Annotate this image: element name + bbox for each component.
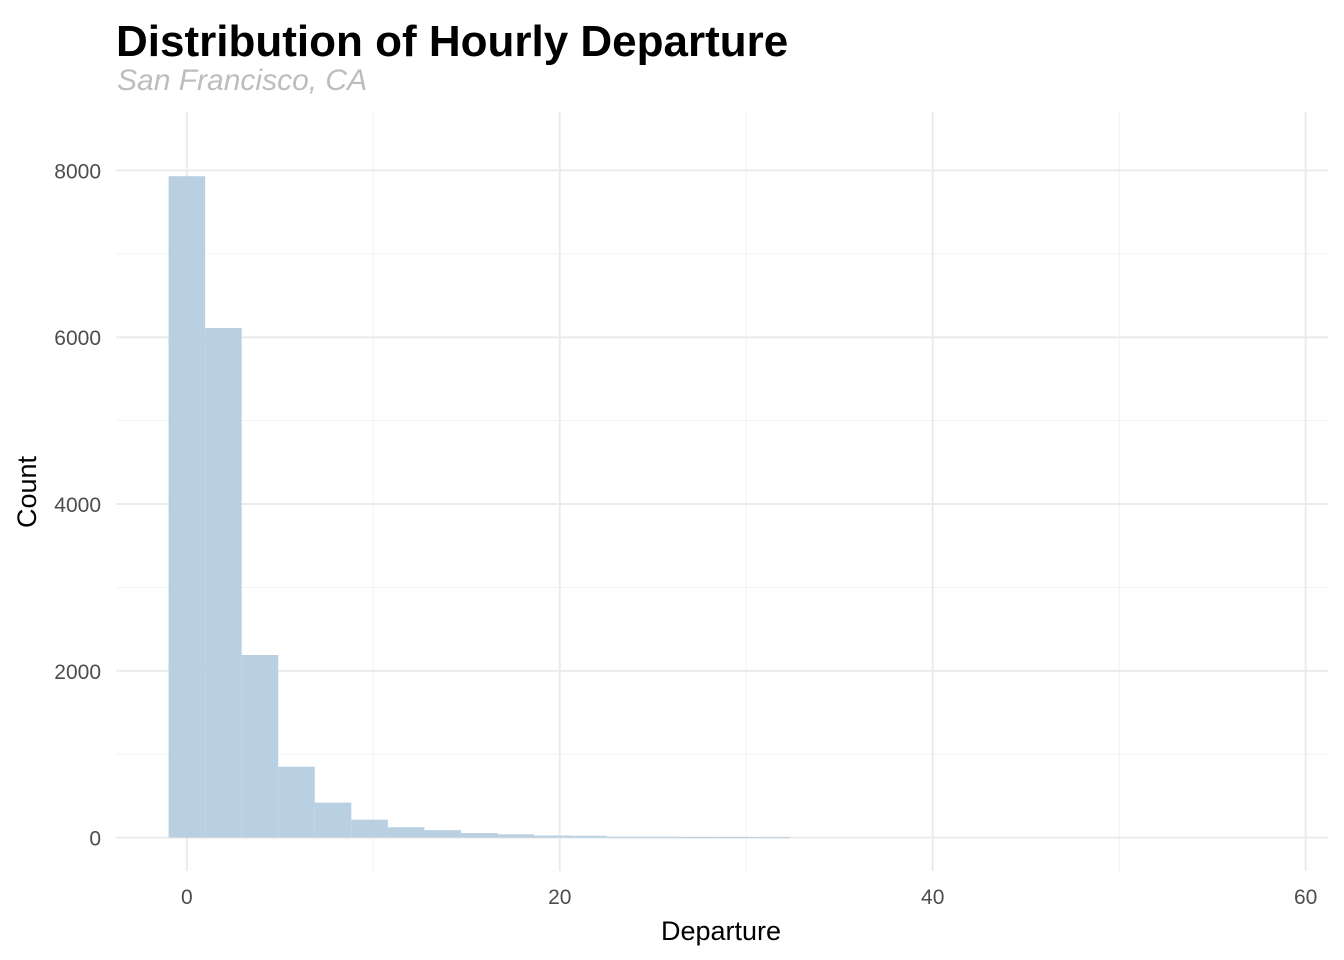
histogram-bar [278,766,315,838]
histogram-bar [497,834,535,838]
histogram-bar [570,835,608,838]
chart-title: Distribution of Hourly Departure [116,17,789,66]
histogram-bar [241,654,279,838]
x-tick-label: 0 [181,886,193,909]
histogram-bar [680,836,717,838]
histogram-bar [716,836,754,838]
histogram-bar [168,176,206,838]
y-tick-label: 6000 [54,327,101,350]
histogram-bar [351,819,388,838]
histogram-bar [460,833,498,838]
x-tick-label: 40 [921,886,944,909]
x-tick-label: 60 [1294,886,1317,909]
y-tick-label: 2000 [54,661,101,684]
x-tick-label: 20 [548,886,571,909]
histogram-bars [168,176,790,839]
y-axis-title: Count [12,455,42,528]
y-tick-label: 0 [89,828,101,851]
histogram-bar [607,836,644,838]
y-tick-label: 4000 [54,494,101,517]
x-axis-ticks: 0 20 40 60 [181,886,1317,909]
histogram-bar [387,827,425,838]
x-axis-title: Departure [661,916,781,946]
histogram-bar [643,836,681,838]
histogram-bar [424,830,461,838]
y-tick-label: 8000 [54,160,101,183]
histogram-bar [534,835,571,838]
histogram-bar [205,328,242,838]
y-axis-ticks: 0 2000 4000 6000 8000 [54,160,101,850]
grid-lines [116,112,1328,871]
histogram-bar [753,837,790,839]
chart-subtitle: San Francisco, CA [117,64,368,97]
histogram-bar [314,802,352,838]
